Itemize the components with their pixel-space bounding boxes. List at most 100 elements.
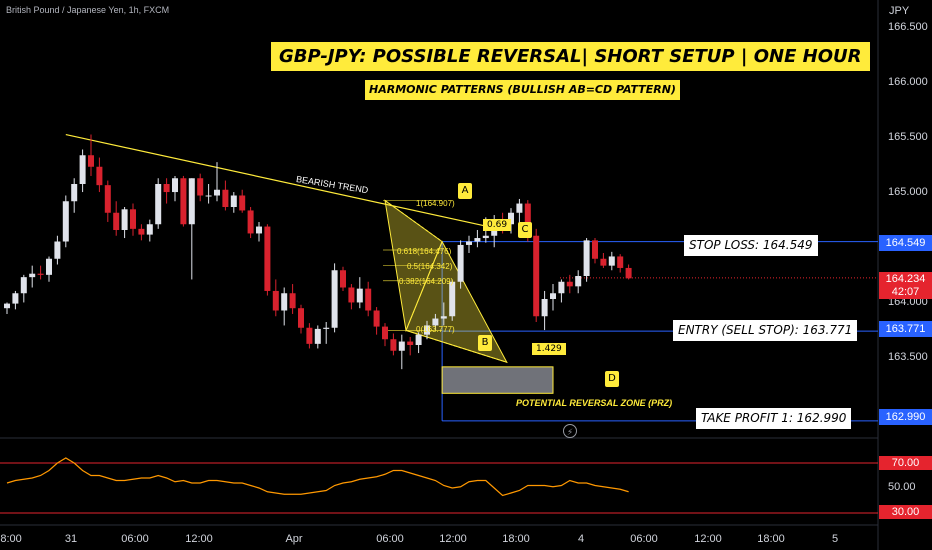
time-tick: 31 [64, 533, 78, 545]
point-a-label: A [458, 183, 472, 199]
bd-dashed [405, 329, 507, 363]
candle-body [592, 240, 598, 259]
candle-body [575, 276, 582, 287]
candle-body [163, 184, 170, 193]
candle-body [239, 195, 246, 211]
candle-body [281, 293, 288, 311]
ratio-cd-label: 1.429 [532, 343, 566, 355]
candle-body [155, 184, 162, 225]
fib-level-618: 0.618(164.476) [397, 247, 452, 256]
rsi-pane [0, 457, 878, 514]
price-tick: 166.500 [888, 21, 928, 33]
current-price: 164.234 [885, 273, 926, 285]
candle-body [482, 235, 489, 239]
candle-body [407, 341, 414, 345]
candle-body [272, 290, 279, 311]
time-tick: 18:00 [757, 533, 785, 545]
bearish-trendline [65, 133, 499, 230]
time-tick: Apr [285, 533, 303, 545]
candle-body [289, 293, 296, 309]
subhead-banner: HARMONIC PATTERNS (BULLISH AB=CD PATTERN… [365, 80, 680, 100]
candle-body [440, 316, 447, 319]
fib-level-500: 0.5(164.342) [407, 262, 453, 271]
candle-body [550, 293, 556, 299]
candle-body [180, 178, 187, 225]
price-tick: 163.500 [888, 351, 928, 363]
candle-body [79, 155, 86, 184]
candle-body [298, 308, 304, 328]
candle-body [146, 224, 153, 235]
candle-body [432, 318, 439, 326]
candle-body [533, 235, 540, 317]
current-price-badge: 164.234 42:07 [879, 272, 932, 299]
candle-body [541, 299, 548, 317]
currency-label: JPY [889, 5, 910, 17]
candle-body [508, 212, 514, 225]
prz-box [441, 366, 554, 394]
ratio-bc-label: 0.69 [483, 219, 512, 231]
candle-body [130, 209, 136, 229]
countdown-timer: 42:07 [891, 286, 920, 298]
candle-body [340, 270, 346, 288]
candle-body [566, 281, 573, 287]
stop-loss-label: STOP LOSS: 164.549 [684, 235, 818, 256]
candle-body [314, 328, 321, 344]
candle-body [62, 201, 69, 242]
fib-level-100: 1(164.907) [416, 199, 455, 208]
candle-body [247, 210, 254, 234]
candle-body [121, 209, 128, 230]
time-tick: 12:00 [439, 533, 467, 545]
candle-body [256, 226, 262, 234]
take-profit-badge: 162.990 [879, 409, 932, 425]
candle-body [516, 203, 523, 213]
candle-body [264, 226, 271, 291]
candle-body [524, 203, 531, 236]
headline-banner: GBP-JPY: POSSIBLE REVERSAL| SHORT SETUP … [271, 42, 870, 71]
candle-body [54, 241, 61, 259]
price-tick: 165.500 [888, 131, 928, 143]
time-tick: 12:00 [185, 533, 213, 545]
point-d-label: D [605, 371, 619, 387]
time-tick: 12:00 [694, 533, 722, 545]
candle-body [558, 281, 565, 294]
time-tick: 06:00 [630, 533, 658, 545]
candle-body [583, 240, 590, 276]
time-tick: 06:00 [121, 533, 149, 545]
candle-body [188, 178, 195, 225]
candle-body [348, 287, 355, 303]
candle-body [382, 326, 388, 340]
candle-body [608, 256, 615, 266]
candle-body [104, 185, 111, 213]
point-c-label: C [518, 222, 532, 238]
candle-body [214, 189, 220, 196]
time-tick: 18:00 [502, 533, 530, 545]
candle-body [474, 238, 481, 242]
price-tick: 166.000 [888, 76, 928, 88]
candle-body [20, 277, 27, 294]
candle-body [29, 273, 36, 278]
candle-body [306, 327, 313, 344]
candle-body [12, 293, 19, 304]
candles [4, 134, 632, 370]
fib-level-382: 0.382(164.209) [399, 277, 454, 286]
candle-body [113, 212, 120, 230]
ac-dashed [384, 200, 443, 243]
candle-body [138, 228, 145, 235]
point-b-label: B [478, 335, 492, 351]
candle-body [424, 325, 430, 335]
candle-body [37, 273, 44, 275]
rsi-line [6, 457, 629, 497]
prz-label: POTENTIAL REVERSAL ZONE (PRZ) [516, 398, 673, 408]
candle-body [46, 258, 52, 275]
rsi-mid-tick: 50.00 [888, 481, 916, 493]
candle-body [625, 267, 632, 279]
lightning-icon[interactable]: ⚡ [563, 424, 577, 438]
rsi-lower-badge: 30.00 [879, 505, 932, 519]
entry-badge: 163.771 [879, 321, 932, 337]
price-tick: 164.000 [888, 296, 928, 308]
candle-body [356, 288, 363, 303]
candle-body [172, 178, 178, 193]
symbol-title[interactable]: British Pound / Japanese Yen, 1h, FXCM [6, 5, 170, 15]
